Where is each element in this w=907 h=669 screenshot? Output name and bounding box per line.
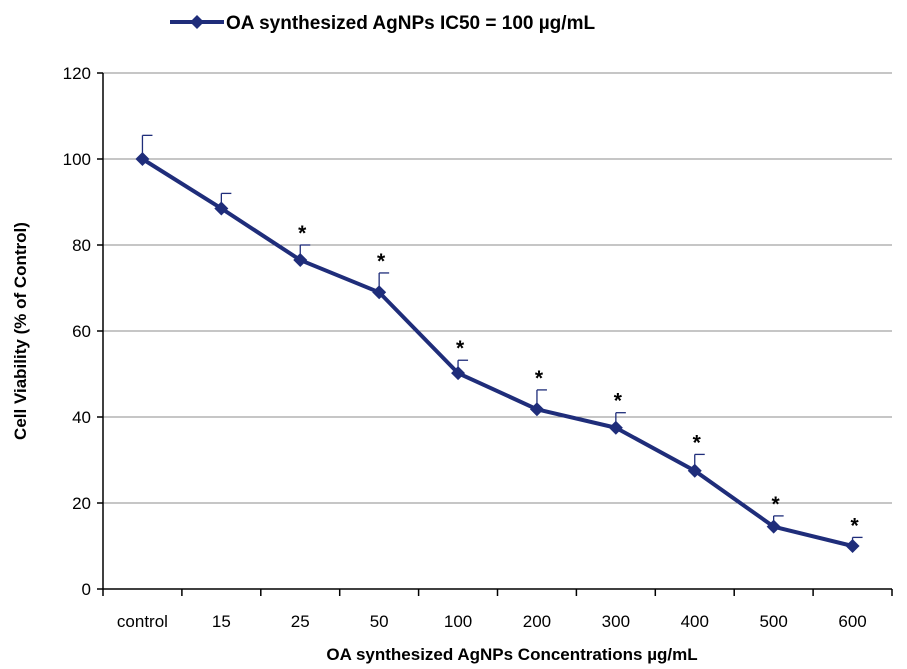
data-point-1	[214, 201, 229, 216]
y-tick-label-40: 40	[72, 408, 91, 427]
x-tick-label-5: 200	[523, 612, 551, 631]
significance-label-9: *	[850, 514, 859, 537]
series-line	[141, 157, 854, 548]
data-point-4	[451, 366, 466, 381]
significance-label-5: *	[535, 367, 544, 390]
y-tick-labels: 0 20 40 60 80 100 120	[63, 64, 91, 599]
significance-label-6: *	[614, 390, 623, 413]
x-axis-title: OA synthesized AgNPs Concentrations µg/m…	[326, 645, 697, 664]
y-tick-label-20: 20	[72, 494, 91, 513]
x-tick-label-0: control	[117, 612, 168, 631]
significance-label-4: *	[456, 337, 465, 360]
legend-diamond-marker	[190, 15, 204, 29]
x-tick-labels: control 15 25 50 100 200 300 400 500 600	[117, 612, 867, 631]
significance-label-7: *	[693, 431, 702, 454]
series-layer: * * * * * * * *	[135, 134, 863, 553]
data-point-3	[372, 285, 387, 300]
y-tick-label-120: 120	[63, 64, 91, 83]
data-point-6	[608, 420, 623, 435]
data-point-7	[687, 463, 702, 478]
y-tick-label-80: 80	[72, 236, 91, 255]
x-tick-label-3: 50	[370, 612, 389, 631]
significance-label-8: *	[772, 493, 781, 516]
legend: OA synthesized AgNPs IC50 = 100 µg/mL	[170, 13, 595, 34]
data-point-9	[845, 539, 860, 553]
y-axis-title: Cell Viability (% of Control)	[11, 222, 30, 440]
y-tick-label-100: 100	[63, 150, 91, 169]
axes	[97, 72, 893, 596]
x-tick-label-9: 600	[838, 612, 866, 631]
significance-label-2: *	[298, 222, 307, 245]
x-tick-label-7: 400	[681, 612, 709, 631]
gridlines	[103, 72, 892, 504]
data-point-0	[135, 152, 150, 166]
data-point-5	[529, 402, 544, 417]
x-tick-label-8: 500	[759, 612, 787, 631]
x-tick-label-6: 300	[602, 612, 630, 631]
x-tick-label-1: 15	[212, 612, 231, 631]
data-point-8	[766, 519, 781, 534]
y-tick-label-60: 60	[72, 322, 91, 341]
x-tick-label-2: 25	[291, 612, 310, 631]
y-tick-label-0: 0	[82, 580, 91, 599]
x-tick-label-4: 100	[444, 612, 472, 631]
significance-label-3: *	[377, 250, 386, 273]
data-point-2	[293, 253, 308, 268]
legend-label: OA synthesized AgNPs IC50 = 100 µg/mL	[226, 13, 595, 34]
